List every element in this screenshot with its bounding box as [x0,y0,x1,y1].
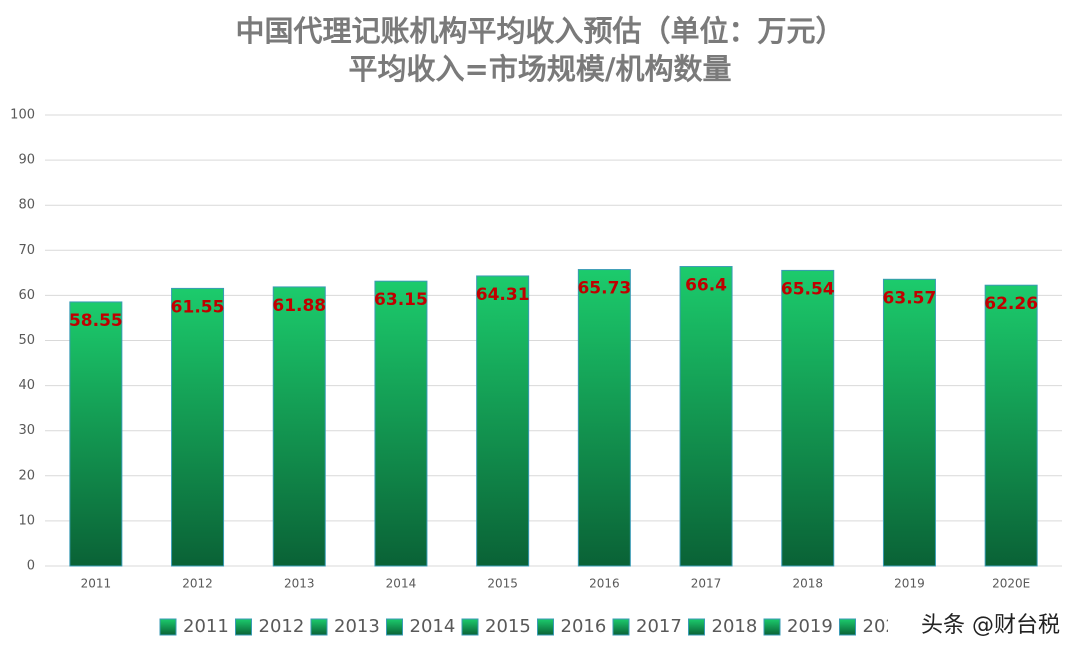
x-tick-label: 2013 [284,577,315,591]
watermark-bg [888,610,1068,644]
y-tick-label: 100 [10,108,35,123]
data-label: 65.54 [781,279,835,299]
data-label: 61.88 [272,296,326,316]
legend-swatch [612,618,630,636]
bar [882,278,936,567]
y-tick-label: 60 [18,288,35,303]
legend-label: 2012 [259,616,305,637]
y-tick-label: 30 [18,423,35,438]
legend-label: 2017 [636,616,682,637]
bar [781,269,835,567]
bar [577,269,631,567]
y-tick-label: 70 [18,243,35,258]
legend-swatch [839,618,856,636]
bar [374,280,428,567]
bar [171,287,225,567]
x-tick-label: 2014 [386,577,417,591]
data-label: 58.55 [69,311,123,331]
x-tick-label: 2017 [691,577,722,591]
data-label: 62.26 [984,294,1038,314]
x-tick-label: 2015 [487,577,518,591]
legend-label: 2015 [485,616,531,637]
y-tick-label: 80 [18,198,35,213]
legend-swatch [763,618,781,636]
watermark: 头条 @财台税 [921,613,1060,638]
legend-label: 2019 [787,616,833,637]
y-tick-label: 90 [18,153,35,168]
y-tick-label: 10 [18,513,35,528]
x-tick-label: 2012 [182,577,213,591]
legend-swatch [386,618,403,636]
legend-label: 2016 [561,616,607,637]
legend-swatch [235,618,252,636]
data-label: 63.15 [374,290,428,310]
bar [272,286,326,567]
x-tick-label: 2011 [81,577,112,591]
chart-title: 中国代理记账机构平均收入预估（单位：万元） [235,14,844,48]
bar [476,275,530,567]
legend-swatch [537,618,554,636]
y-tick-label: 50 [18,333,35,348]
legend-swatch [688,618,705,636]
y-tick-label: 40 [18,378,35,393]
y-tick-label: 0 [27,559,35,574]
legend-swatch [310,618,328,636]
bar [69,301,123,567]
data-label: 64.31 [476,285,530,305]
x-tick-label: 2019 [894,577,925,591]
legend-label: 2014 [410,616,456,637]
legend-label: 2018 [712,616,758,637]
data-label: 65.73 [577,279,631,299]
chart-subtitle: 平均收入=市场规模/机构数量 [349,52,732,86]
bar [984,284,1038,567]
data-label: 61.55 [171,297,225,317]
x-tick-label: 2020E [992,577,1030,591]
x-tick-label: 2018 [792,577,823,591]
y-tick-label: 20 [18,468,35,483]
data-label: 66.4 [685,276,727,296]
x-tick-label: 2016 [589,577,620,591]
legend-label: 2011 [183,616,229,637]
legend-label: 2013 [334,616,380,637]
legend-swatch [461,618,479,636]
bar [679,266,733,567]
data-label: 63.57 [883,288,937,308]
legend-swatch [159,618,177,636]
